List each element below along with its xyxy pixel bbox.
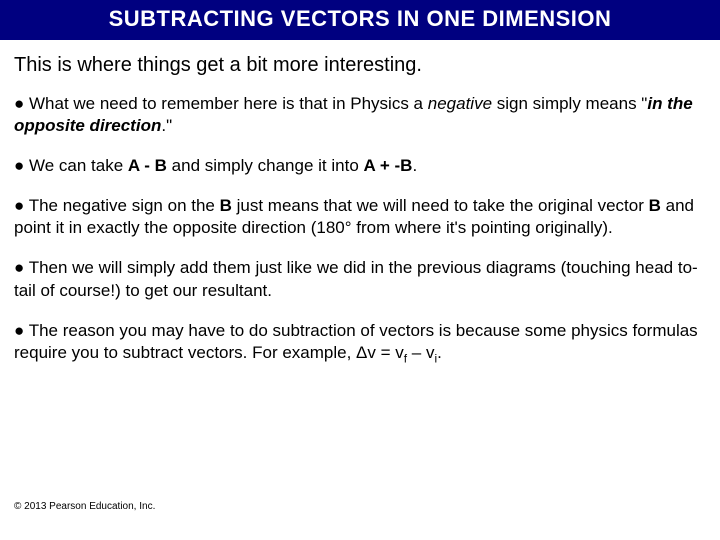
b4-text: Then we will simply add them just like w… xyxy=(14,258,698,299)
b5-text3: . xyxy=(437,343,442,362)
slide-title: SUBTRACTING VECTORS IN ONE DIMENSION xyxy=(0,0,720,40)
bullet-5: The reason you may have to do subtractio… xyxy=(14,320,706,367)
copyright-text: © 2013 Pearson Education, Inc. xyxy=(14,501,155,512)
b1-text: What we need to remember here is that in… xyxy=(29,94,428,113)
b1-text2: sign simply means " xyxy=(492,94,647,113)
slide: SUBTRACTING VECTORS IN ONE DIMENSION Thi… xyxy=(0,0,720,540)
bullet-1: What we need to remember here is that in… xyxy=(14,93,706,137)
b1-text3: ." xyxy=(161,116,172,135)
b2-expr2: A + -B xyxy=(364,156,413,175)
b3-b2: B xyxy=(649,196,661,215)
b3-text: The negative sign on the xyxy=(29,196,220,215)
intro-text: This is where things get a bit more inte… xyxy=(14,54,706,77)
b1-negative: negative xyxy=(428,94,492,113)
bullet-2: We can take A - B and simply change it i… xyxy=(14,155,706,177)
b2-text3: . xyxy=(412,156,417,175)
b5-text2: – v xyxy=(407,343,434,362)
b2-text2: and simply change it into xyxy=(167,156,364,175)
bullet-4: Then we will simply add them just like w… xyxy=(14,257,706,301)
b2-expr1: A - B xyxy=(128,156,167,175)
slide-body: This is where things get a bit more inte… xyxy=(0,40,720,367)
b2-text: We can take xyxy=(29,156,128,175)
b5-text: The reason you may have to do subtractio… xyxy=(14,321,698,362)
b3-b1: B xyxy=(220,196,232,215)
bullet-3: The negative sign on the B just means th… xyxy=(14,195,706,239)
b3-text2: just means that we will need to take the… xyxy=(232,196,649,215)
